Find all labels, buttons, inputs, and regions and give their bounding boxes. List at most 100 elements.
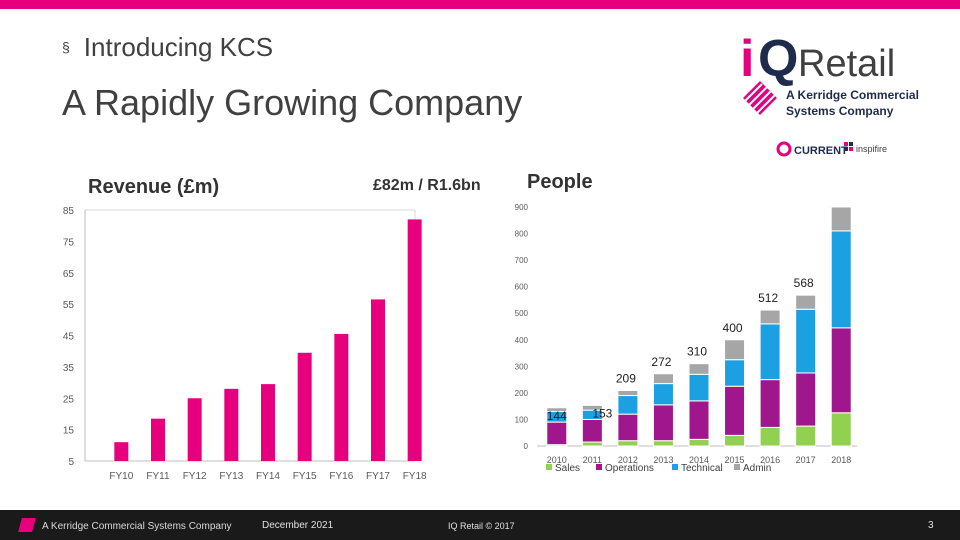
inspifire-logo-icon: [844, 142, 853, 151]
revenue-highlight: £82m / R1.6bn: [373, 177, 481, 194]
logo-tagline-1: A Kerridge Commercial: [786, 88, 919, 102]
revenue-x-tick: FY10: [109, 471, 133, 482]
people-y-tick: 400: [515, 336, 529, 345]
page-number: 3: [928, 520, 934, 531]
people-bar-admin: [688, 363, 710, 375]
footer-brand-text: A Kerridge Commercial Systems Company: [42, 521, 232, 532]
revenue-chart: 5 15 25 35 45 55 65 75 85 FY10 FY11 FY12 FY13 FY14 FY1…: [63, 206, 427, 482]
bullet-icon: §: [62, 39, 70, 55]
revenue-y-tick: 5: [68, 457, 74, 468]
people-bar-operations: [830, 327, 852, 414]
partner-current: CURRENT: [794, 145, 848, 157]
top-accent-bar: [0, 0, 960, 9]
people-bar-sales: [617, 440, 639, 447]
revenue-y-tick: 15: [63, 426, 75, 437]
revenue-bar: [297, 352, 312, 461]
people-bar-technical: [688, 373, 710, 402]
people-x-tick: 2012: [618, 455, 638, 465]
people-bar-sales: [581, 441, 603, 447]
people-x-tick: 2017: [796, 455, 816, 465]
people-bar-admin: [724, 339, 746, 361]
people-y-tick: 100: [515, 415, 529, 424]
revenue-x-tick: FY18: [403, 471, 427, 482]
revenue-bar: [371, 299, 385, 461]
people-total-label: 400: [723, 321, 743, 335]
people-chart: 0 100 200 300 400 500 600 700 800 900 144 2010 153 20…: [515, 203, 857, 474]
revenue-x-tick: FY13: [219, 471, 243, 482]
revenue-bar: [224, 388, 239, 461]
people-total-label: 144: [547, 409, 567, 423]
people-bar-technical: [795, 308, 817, 374]
people-total-label: 272: [651, 355, 671, 369]
people-x-tick: 2014: [689, 455, 709, 465]
people-bar-technical: [830, 230, 852, 329]
slide-subtitle: § Introducing KCS: [62, 32, 273, 63]
people-bar-admin: [581, 404, 603, 411]
page-title: A Rapidly Growing Company: [62, 82, 523, 123]
people-total-label: 153: [592, 406, 612, 420]
people-bar-operations: [688, 400, 710, 440]
legend-label-technical: Technical: [681, 463, 723, 474]
subtitle-text: Introducing KCS: [83, 32, 274, 62]
revenue-chart-title: Revenue (£m): [88, 176, 220, 198]
revenue-x-tick: FY12: [183, 471, 207, 482]
people-x-tick: 2011: [583, 455, 602, 465]
people-bar-admin: [546, 407, 568, 412]
revenue-bar: [407, 219, 422, 461]
people-bar-admin: [759, 309, 781, 325]
logo-tagline-2: Systems Company: [786, 104, 894, 118]
people-legend: Sales Operations Technical Admin: [546, 463, 771, 474]
revenue-y-tick: 55: [63, 300, 75, 311]
legend-swatch-sales: [546, 464, 552, 470]
partner-brands: CURRENT inspifire: [776, 141, 887, 157]
legend-label-operations: Operations: [605, 463, 654, 474]
people-bar-admin: [652, 373, 674, 385]
footer-date: December 2021: [262, 520, 334, 531]
people-bar-operations: [617, 413, 639, 442]
revenue-x-tick: FY15: [293, 471, 317, 482]
people-y-tick: 900: [515, 203, 529, 212]
people-chart-title: People: [527, 171, 593, 193]
partner-inspifire: inspifire: [856, 144, 887, 154]
people-bar-sales: [759, 426, 781, 447]
legend-label-sales: Sales: [555, 463, 580, 474]
revenue-bar: [261, 384, 275, 461]
people-bar-technical: [652, 383, 674, 406]
people-bar-operations: [652, 404, 674, 442]
footer-copyright: IQ Retail © 2017: [448, 521, 515, 531]
people-bar-admin: [617, 389, 639, 397]
people-y-tick: 300: [515, 362, 529, 371]
legend-swatch-admin: [734, 464, 740, 470]
people-bar-technical: [759, 323, 781, 381]
people-y-tick: 0: [524, 442, 529, 451]
people-bar-sales: [724, 434, 746, 447]
people-x-tick: 2015: [725, 455, 745, 465]
revenue-bar: [151, 418, 165, 461]
people-bar-admin: [830, 206, 852, 232]
people-total-label: 310: [687, 345, 707, 359]
people-x-tick: 2010: [547, 455, 567, 465]
people-bar-operations: [724, 385, 746, 436]
people-bar-sales: [795, 425, 817, 447]
people-y-tick: 600: [515, 283, 529, 292]
people-x-tick: 2013: [653, 455, 673, 465]
people-bar-operations: [546, 421, 568, 446]
people-bar-sales: [688, 438, 710, 447]
logo-letter-q: Q: [758, 30, 798, 88]
logo-brand-name: Retail: [798, 43, 895, 85]
people-bar-operations: [581, 418, 603, 443]
revenue-y-tick: 45: [63, 332, 75, 343]
revenue-y-tick: 35: [63, 363, 75, 374]
people-total-label: 512: [758, 291, 778, 305]
footer-brand: A Kerridge Commercial Systems Company: [18, 518, 232, 532]
kcs-footer-icon: [18, 518, 36, 532]
people-bar-sales: [652, 440, 674, 447]
footer-bar: A Kerridge Commercial Systems Company De…: [0, 510, 960, 540]
revenue-y-tick: 85: [63, 206, 75, 217]
legend-swatch-technical: [672, 464, 678, 470]
revenue-y-tick: 65: [63, 269, 75, 280]
people-x-tick: 2016: [760, 455, 780, 465]
legend-swatch-operations: [596, 464, 602, 470]
people-bar-technical: [617, 395, 639, 415]
revenue-x-tick: FY17: [366, 471, 390, 482]
